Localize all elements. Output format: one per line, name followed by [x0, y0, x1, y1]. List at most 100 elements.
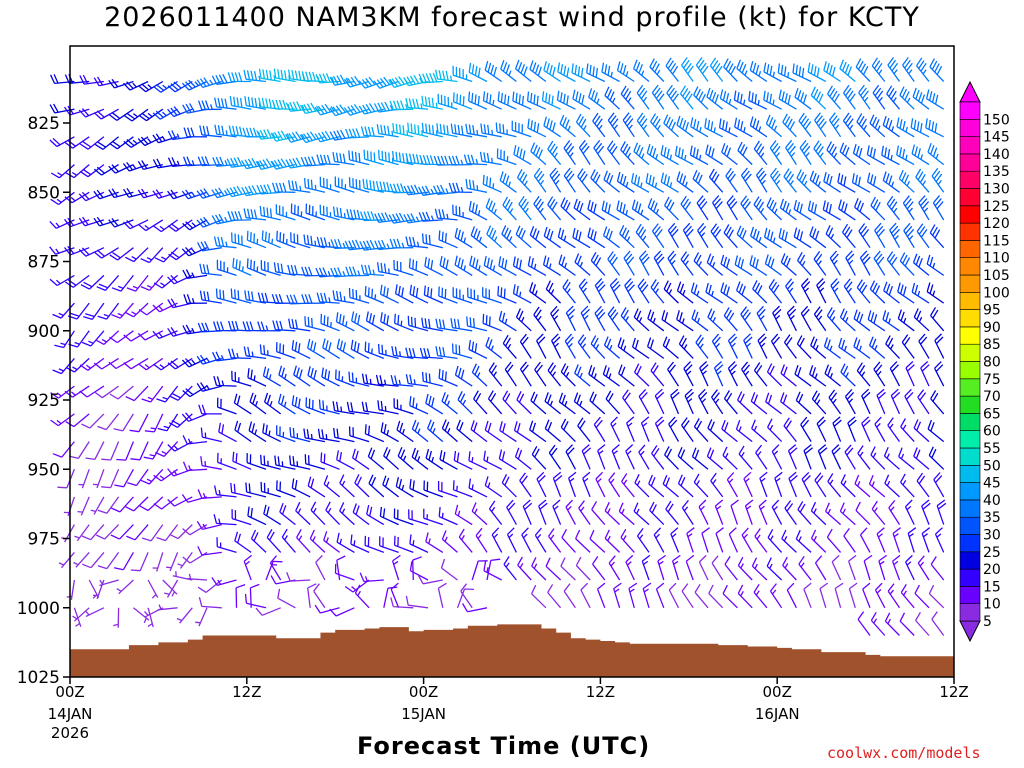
- wind-barb: [466, 316, 488, 332]
- wind-barb-stroke: [183, 127, 208, 138]
- wind-barb: [313, 583, 326, 609]
- wind-barb: [200, 427, 222, 443]
- wind-barb: [783, 334, 797, 359]
- wind-barb-stroke: [488, 362, 503, 387]
- wind-barb: [798, 555, 812, 581]
- wind-barb: [915, 168, 930, 193]
- wind-barb: [779, 392, 797, 415]
- wind-barb-stroke: [689, 145, 709, 166]
- wind-barb: [541, 91, 561, 110]
- wind-barb-stroke: [154, 247, 179, 263]
- wind-barb: [198, 404, 222, 415]
- wind-barb: [907, 527, 917, 553]
- wind-barb: [763, 62, 782, 83]
- wind-barb-stroke: [602, 226, 620, 249]
- wind-barb-stroke: [138, 219, 164, 232]
- x-axis-label: Forecast Time (UTC): [357, 732, 651, 760]
- wind-barb-stroke: [216, 259, 237, 277]
- wind-barb-stroke: [132, 607, 150, 624]
- wind-barb: [809, 365, 827, 387]
- wind-barb: [97, 552, 120, 570]
- wind-barb-stroke: [348, 426, 370, 443]
- wind-barb: [92, 579, 105, 600]
- wind-barb: [887, 583, 901, 609]
- wind-barb: [358, 103, 384, 115]
- wind-barb: [827, 85, 842, 110]
- wind-barb: [828, 112, 842, 138]
- wind-barb: [737, 391, 753, 415]
- colorbar-label: 120: [983, 216, 1010, 232]
- wind-barb: [737, 584, 753, 609]
- wind-barb: [350, 534, 370, 553]
- wind-barb: [679, 85, 694, 110]
- wind-barb-stroke: [93, 164, 119, 176]
- wind-barb-stroke: [167, 80, 193, 93]
- wind-barb: [666, 84, 680, 110]
- wind-barb-stroke: [863, 554, 873, 581]
- wind-barb-stroke: [482, 287, 502, 304]
- wind-barb: [441, 392, 458, 415]
- wind-barb-stroke: [809, 226, 827, 249]
- wind-barb-stroke: [438, 286, 458, 304]
- wind-barb: [607, 112, 621, 138]
- wind-barb-stroke: [814, 555, 827, 581]
- wind-barb: [367, 447, 385, 470]
- wind-barb-stroke: [708, 584, 724, 609]
- credit-text[interactable]: coolwx.com/models: [827, 744, 981, 762]
- wind-barb: [423, 285, 444, 304]
- wind-barb: [270, 158, 296, 170]
- wind-barb-stroke: [435, 346, 458, 360]
- wind-barb-stroke: [631, 337, 650, 359]
- wind-barb: [547, 140, 562, 166]
- wind-barb: [565, 499, 576, 525]
- wind-barb: [685, 554, 695, 581]
- wind-barb-stroke: [226, 157, 252, 168]
- wind-barb-stroke: [260, 260, 281, 277]
- wind-barb-stroke: [711, 555, 724, 581]
- wind-barb-stroke: [125, 385, 149, 402]
- wind-barb-stroke: [670, 527, 680, 553]
- wind-barb: [620, 85, 635, 110]
- wind-barb-stroke: [777, 63, 797, 83]
- wind-barb: [409, 561, 429, 581]
- wind-barb: [154, 247, 179, 263]
- wind-barb-stroke: [591, 501, 606, 526]
- wind-barb: [441, 530, 458, 553]
- wind-barb: [779, 198, 797, 221]
- wind-barb-stroke: [578, 278, 591, 304]
- wind-barb-stroke: [753, 196, 768, 221]
- wind-barb-stroke: [826, 528, 842, 553]
- wind-barb: [256, 129, 281, 140]
- wind-barb: [111, 496, 134, 513]
- wind-barb: [757, 333, 768, 359]
- colorbar-swatch: [959, 274, 981, 293]
- wind-barb-stroke: [248, 421, 267, 443]
- wind-barb: [448, 182, 473, 193]
- wind-barb: [270, 130, 296, 142]
- wind-barb-stroke: [301, 266, 325, 277]
- wind-barb-stroke: [601, 200, 620, 221]
- wind-barb-stroke: [911, 282, 930, 304]
- wind-barb-stroke: [926, 282, 945, 304]
- wind-barb: [694, 583, 709, 609]
- wind-barb: [560, 418, 576, 443]
- wind-barb-stroke: [314, 130, 340, 143]
- wind-barb: [624, 278, 635, 304]
- wind-barb-stroke: [730, 499, 739, 525]
- wind-barb: [696, 195, 709, 221]
- wind-barb-stroke: [642, 582, 652, 608]
- wind-barb: [721, 143, 738, 166]
- wind-barb: [899, 612, 915, 636]
- wind-barb-stroke: [94, 136, 120, 150]
- wind-barb: [616, 200, 635, 221]
- wind-barb: [296, 528, 311, 553]
- wind-barb-stroke: [263, 504, 282, 526]
- wind-barb-stroke: [198, 597, 222, 609]
- wind-barb-stroke: [380, 312, 399, 332]
- wind-barb: [711, 333, 724, 359]
- wind-barb: [578, 278, 591, 304]
- wind-barb-stroke: [544, 419, 562, 443]
- wind-barb-stroke: [767, 528, 783, 553]
- wind-barb: [591, 501, 606, 526]
- wind-barb-stroke: [519, 333, 532, 359]
